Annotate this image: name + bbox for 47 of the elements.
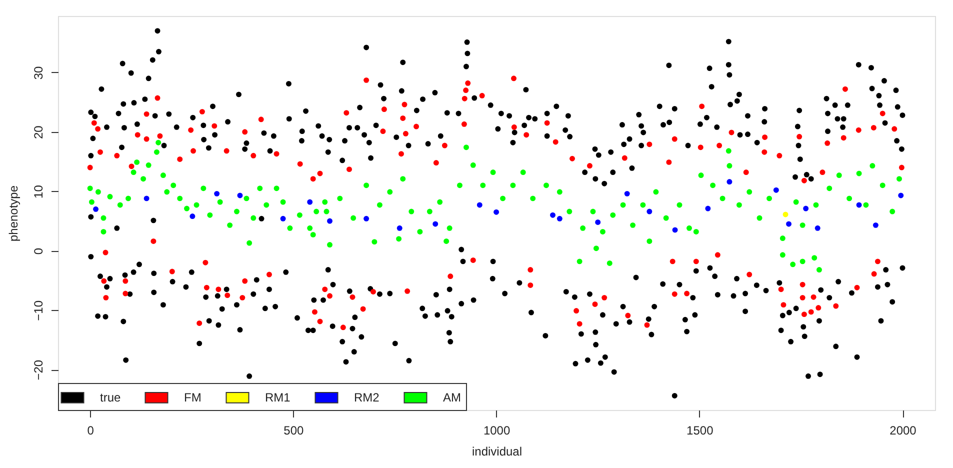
point — [364, 216, 370, 222]
legend-label: RM2 — [354, 390, 380, 405]
point — [432, 221, 438, 227]
y-tick-label: −10 — [32, 300, 46, 321]
point — [550, 212, 556, 218]
point — [214, 190, 220, 196]
point — [556, 216, 562, 222]
point — [327, 218, 332, 224]
point — [672, 227, 678, 233]
point — [595, 219, 601, 225]
y-tick-label: 20 — [32, 125, 46, 140]
point — [144, 196, 150, 202]
point — [856, 202, 862, 208]
y-tick-label: 10 — [32, 184, 46, 198]
point — [726, 179, 732, 185]
point — [476, 202, 482, 208]
point — [803, 206, 809, 212]
x-axis-title: individual — [472, 444, 522, 458]
y-tick-label: −20 — [32, 360, 46, 380]
point — [624, 190, 630, 196]
y-axis-title: phenotype — [6, 185, 20, 242]
point — [396, 225, 402, 231]
legend-label: FM — [184, 390, 202, 405]
point — [237, 192, 243, 198]
point — [898, 192, 904, 198]
point — [646, 208, 652, 214]
y-tick-label: 30 — [32, 66, 46, 80]
x-tick-label: 2000 — [890, 424, 917, 438]
legend-label: AM — [443, 390, 462, 405]
point — [782, 212, 788, 218]
x-tick-label: 500 — [284, 424, 304, 438]
point — [786, 221, 792, 227]
legend-label: RM1 — [265, 390, 291, 405]
point — [190, 214, 196, 219]
point — [773, 187, 779, 193]
x-tick-label: 0 — [87, 424, 94, 438]
point — [93, 206, 99, 212]
point — [814, 225, 820, 231]
legend-label: true — [100, 390, 122, 405]
point — [280, 216, 286, 222]
point — [494, 209, 500, 215]
point — [307, 199, 313, 205]
point — [705, 206, 711, 212]
point — [872, 222, 878, 228]
x-tick-label: 1500 — [686, 424, 714, 438]
x-tick-label: 1000 — [483, 424, 510, 438]
y-tick-label: 0 — [32, 248, 46, 255]
